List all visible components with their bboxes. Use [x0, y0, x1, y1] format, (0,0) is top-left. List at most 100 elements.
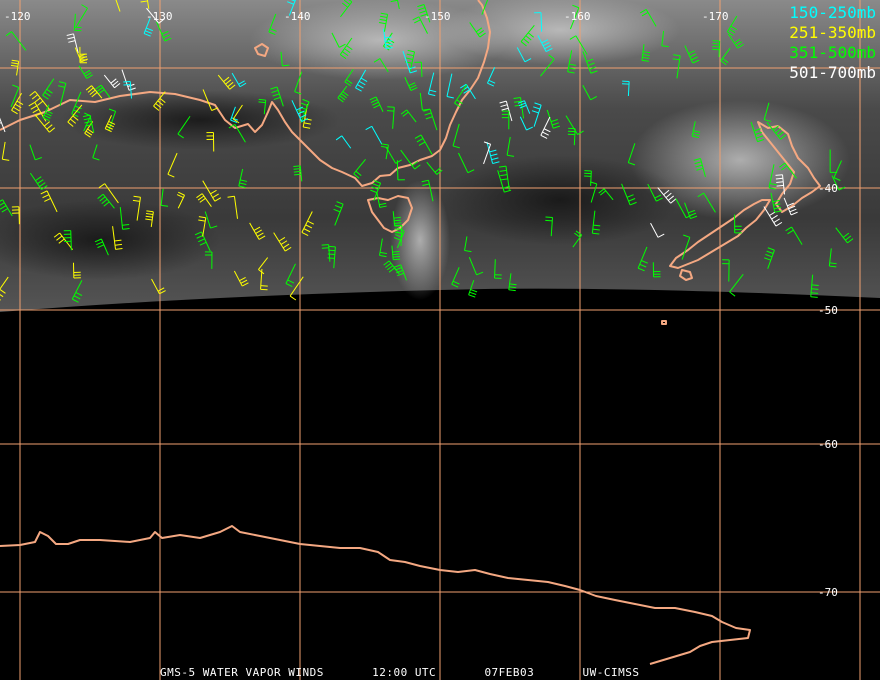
wind-barb — [335, 135, 352, 149]
wind-barb — [294, 71, 303, 95]
wind-barb — [639, 8, 657, 27]
wind-barb — [829, 149, 838, 173]
wind-barb — [734, 214, 742, 234]
small-island — [661, 320, 667, 325]
wind-barb — [5, 31, 27, 51]
wind-barb — [353, 159, 366, 179]
wind-barb — [177, 115, 191, 139]
product-name: GMS-5 WATER VAPOR WINDS — [160, 666, 324, 679]
wind-barb — [412, 16, 428, 34]
wind-barb — [417, 3, 431, 23]
coastlines — [0, 0, 821, 665]
wind-barb — [63, 230, 72, 251]
wind-barb — [498, 165, 510, 190]
lat-label-70s: -70 — [818, 586, 838, 599]
wind-barb — [202, 89, 219, 111]
wind-barb — [657, 187, 677, 204]
wind-barb — [810, 274, 819, 298]
wind-barb — [28, 101, 47, 122]
wind-barb — [206, 131, 215, 152]
wind-barb — [176, 191, 185, 209]
wind-barb — [627, 143, 636, 166]
wind-barb — [486, 141, 500, 165]
wind-barb — [379, 238, 388, 258]
wind-barb — [460, 83, 476, 100]
wind-barb — [1, 141, 10, 161]
wind-barb — [540, 54, 555, 77]
wind-barb — [569, 4, 580, 30]
wind-barb — [10, 84, 20, 108]
wind-barbs — [0, 0, 854, 303]
wind-barb — [227, 195, 238, 219]
wind-barb — [469, 22, 486, 38]
wind-barb — [775, 174, 786, 195]
wind-barb — [29, 144, 42, 161]
wind-barb — [446, 73, 454, 99]
image-caption: GMS-5 WATER VAPOR WINDS 12:00 UTC 07FEB0… — [160, 666, 640, 679]
wind-barb — [727, 33, 744, 49]
wind-barb — [34, 114, 56, 133]
wind-barb — [72, 262, 81, 279]
wind-barb — [258, 257, 269, 275]
wind-barb — [273, 232, 292, 252]
wind-barb — [232, 104, 243, 124]
wind-barb — [572, 230, 583, 248]
wind-barb — [383, 28, 393, 49]
wind-barb — [231, 72, 247, 88]
stewart-island-coastline — [679, 269, 693, 281]
pressure-level-legend: 150-250mb 251-350mb 351-500mb 501-700mb — [789, 3, 876, 83]
wind-barb — [764, 247, 775, 269]
latitude-labels: -40 -50 -60 -70 — [818, 182, 838, 599]
wind-barb — [217, 74, 236, 90]
wind-barb — [534, 12, 543, 32]
wind-barb — [355, 69, 368, 92]
wind-barb — [79, 46, 87, 64]
lon-label-130w: -130 — [146, 10, 173, 23]
wind-barb — [454, 84, 468, 108]
wind-barb — [289, 276, 304, 301]
wind-barb — [565, 115, 584, 135]
wind-barb — [112, 226, 123, 250]
wind-barb — [414, 134, 433, 155]
wind-barb — [339, 37, 353, 60]
wind-barb — [233, 270, 249, 287]
wind-barb — [501, 110, 510, 130]
wind-barb — [468, 280, 478, 298]
wind-barb — [545, 216, 553, 237]
lon-label-120w: -120 — [4, 10, 31, 23]
wind-barb — [426, 161, 443, 175]
wind-barb — [238, 168, 248, 189]
wind-barb — [582, 51, 598, 74]
wind-barb — [85, 85, 103, 99]
wind-barb — [831, 175, 846, 191]
wind-barb — [729, 273, 744, 297]
lon-label-170w: -170 — [702, 10, 729, 23]
data-source: UW-CIMSS — [582, 666, 640, 679]
wind-barb — [29, 90, 50, 110]
wind-barb — [71, 280, 83, 303]
wind-barb — [584, 170, 592, 186]
wind-barb — [421, 179, 434, 202]
wind-barb — [67, 104, 83, 127]
wind-barb — [381, 143, 389, 160]
wind-barb — [0, 117, 6, 133]
wind-barb — [73, 13, 82, 32]
wind-barb — [405, 49, 416, 74]
wind-barb — [121, 69, 136, 91]
wind-barb — [344, 69, 354, 87]
wind-barb — [249, 222, 266, 240]
wind-barb — [766, 122, 787, 140]
australia-coastline — [0, 0, 491, 187]
wind-barb — [331, 32, 346, 48]
wind-barb — [202, 180, 222, 202]
wind-barb — [370, 180, 382, 201]
lat-label-60s: -60 — [818, 438, 838, 451]
wind-barb — [40, 190, 58, 213]
wind-barb — [684, 45, 700, 64]
wind-barb — [726, 15, 738, 36]
wind-barb — [494, 259, 502, 279]
legend-item-251-350mb: 251-350mb — [789, 23, 876, 42]
wind-barb — [260, 268, 268, 291]
wind-barb — [393, 264, 408, 281]
